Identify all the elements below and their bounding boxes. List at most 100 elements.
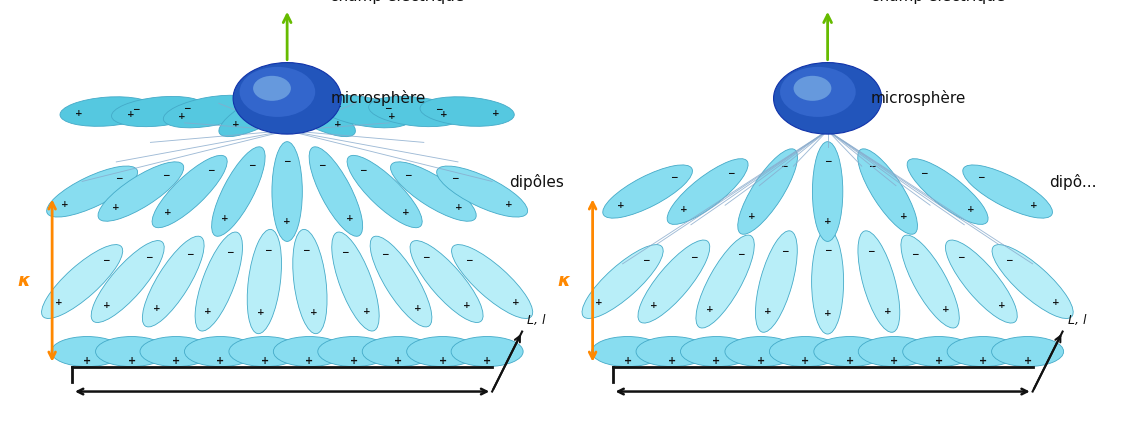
Text: +: + <box>713 355 721 366</box>
Text: −: − <box>977 173 985 182</box>
Text: −: − <box>186 250 194 259</box>
Text: +: + <box>204 307 212 316</box>
Text: −: − <box>736 249 744 258</box>
Text: +: + <box>824 217 831 226</box>
Ellipse shape <box>410 240 483 323</box>
Ellipse shape <box>142 236 204 327</box>
Text: +: + <box>998 301 1006 310</box>
Ellipse shape <box>229 337 301 367</box>
Text: +: + <box>104 301 110 310</box>
Ellipse shape <box>780 67 856 117</box>
Ellipse shape <box>812 229 843 334</box>
Ellipse shape <box>233 63 341 134</box>
Text: −: − <box>670 173 678 182</box>
Ellipse shape <box>140 337 212 367</box>
Text: +: + <box>75 109 82 118</box>
Ellipse shape <box>51 337 123 367</box>
Text: +: + <box>261 355 269 366</box>
Text: −: − <box>207 166 215 175</box>
Text: +: + <box>394 355 402 366</box>
Text: −: − <box>404 171 412 180</box>
Text: +: + <box>55 298 62 307</box>
Ellipse shape <box>794 76 831 101</box>
Text: −: − <box>824 157 831 166</box>
Text: −: − <box>332 102 340 111</box>
Ellipse shape <box>680 337 752 367</box>
Ellipse shape <box>602 165 692 218</box>
Ellipse shape <box>60 97 154 127</box>
Text: L, l: L, l <box>527 313 546 327</box>
Text: −: − <box>249 160 256 169</box>
Ellipse shape <box>636 337 708 367</box>
Text: −: − <box>911 249 919 258</box>
Text: +: + <box>1053 298 1060 307</box>
Text: −: − <box>1006 256 1013 265</box>
Text: −: − <box>452 174 459 183</box>
Text: −: − <box>422 253 430 262</box>
Ellipse shape <box>901 235 959 328</box>
Ellipse shape <box>248 229 282 333</box>
Ellipse shape <box>591 337 663 367</box>
Ellipse shape <box>946 240 1017 323</box>
Ellipse shape <box>406 337 479 367</box>
Ellipse shape <box>318 337 390 367</box>
Ellipse shape <box>391 162 476 221</box>
Text: +: + <box>455 203 463 212</box>
Ellipse shape <box>437 166 528 217</box>
Text: −: − <box>101 256 109 265</box>
Ellipse shape <box>111 97 206 127</box>
Text: microsphère: microsphère <box>870 90 966 106</box>
Text: +: + <box>941 304 949 313</box>
Ellipse shape <box>903 337 975 367</box>
Text: +: + <box>846 355 854 366</box>
Text: −: − <box>690 253 698 262</box>
Text: −: − <box>265 246 272 255</box>
Text: +: + <box>172 355 180 366</box>
Text: −: − <box>341 248 348 257</box>
Ellipse shape <box>98 162 184 221</box>
Text: κ: κ <box>557 271 571 290</box>
Ellipse shape <box>858 149 918 234</box>
Ellipse shape <box>858 231 900 332</box>
Ellipse shape <box>42 245 123 319</box>
Ellipse shape <box>756 231 797 332</box>
Ellipse shape <box>96 337 168 367</box>
Text: champ électrique: champ électrique <box>870 0 1006 4</box>
Ellipse shape <box>363 337 435 367</box>
Ellipse shape <box>769 337 841 367</box>
Ellipse shape <box>253 76 291 101</box>
Ellipse shape <box>347 156 422 228</box>
Text: champ électrique: champ électrique <box>330 0 465 4</box>
Text: +: + <box>178 112 186 121</box>
Text: +: + <box>388 112 396 121</box>
Ellipse shape <box>240 67 315 117</box>
Ellipse shape <box>274 337 346 367</box>
Ellipse shape <box>212 147 265 236</box>
Ellipse shape <box>947 337 1019 367</box>
Ellipse shape <box>963 165 1053 218</box>
Text: −: − <box>465 256 473 265</box>
Ellipse shape <box>992 245 1073 319</box>
Text: −: − <box>381 250 388 259</box>
Ellipse shape <box>858 337 930 367</box>
Text: +: + <box>512 298 519 307</box>
Ellipse shape <box>218 86 304 137</box>
Text: −: − <box>184 104 190 113</box>
Ellipse shape <box>420 97 515 127</box>
Ellipse shape <box>582 245 663 319</box>
Text: +: + <box>439 355 447 366</box>
Text: +: + <box>891 355 899 366</box>
Text: −: − <box>284 157 291 166</box>
Text: +: + <box>967 205 975 215</box>
Text: −: − <box>781 247 788 256</box>
Text: +: + <box>765 308 771 316</box>
Text: −: − <box>132 105 140 114</box>
Text: L, l: L, l <box>1067 313 1087 327</box>
Text: −: − <box>115 174 123 183</box>
Ellipse shape <box>368 97 463 127</box>
Text: +: + <box>596 298 602 307</box>
Ellipse shape <box>774 63 882 134</box>
Text: +: + <box>492 109 499 118</box>
Text: +: + <box>126 110 134 119</box>
Text: +: + <box>706 304 714 313</box>
